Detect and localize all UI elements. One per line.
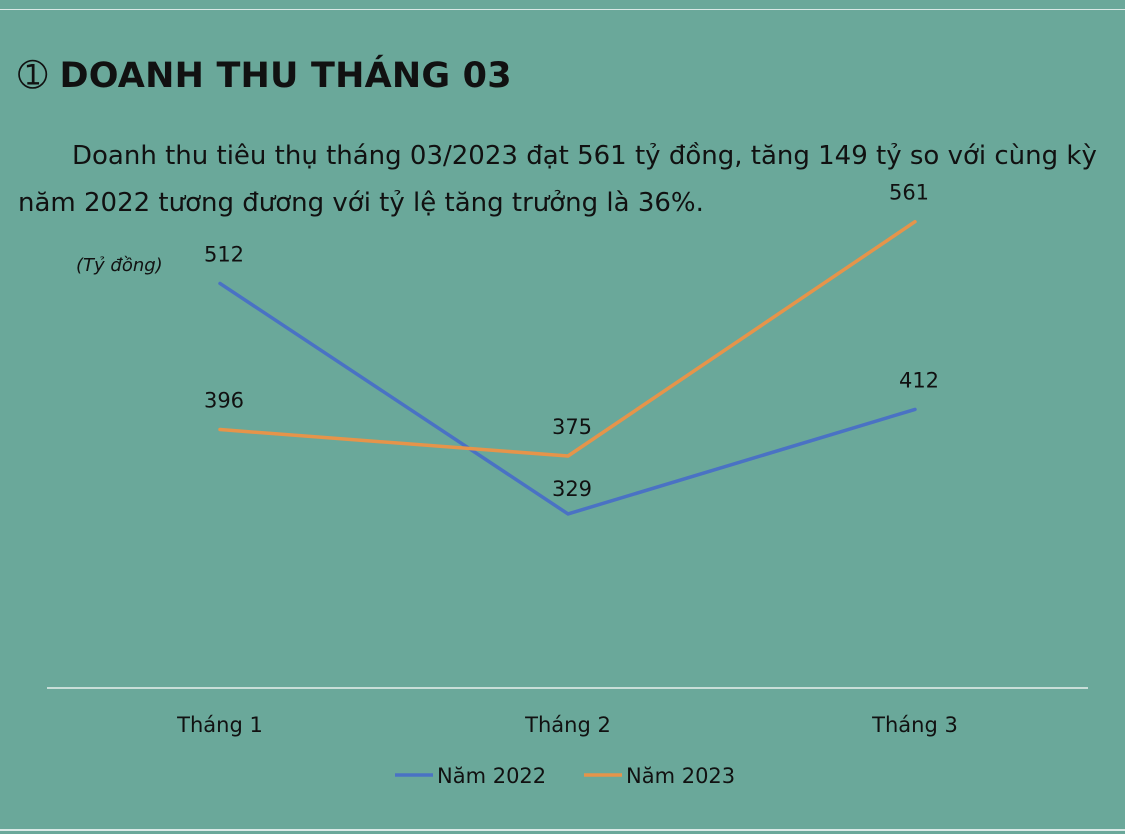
x-tick-label: Tháng 1	[176, 713, 263, 737]
series-layer	[218, 219, 917, 516]
data-label: 329	[552, 477, 592, 501]
x-tick-label: Tháng 2	[524, 713, 611, 737]
data-label-layer: 512 329 412 396 375 561	[204, 181, 939, 501]
legend-label: Năm 2022	[437, 764, 546, 788]
summary-paragraph: Doanh thu tiêu thụ tháng 03/2023 đạt 561…	[18, 141, 1097, 218]
legend: Năm 2022 Năm 2023	[395, 764, 735, 788]
bottom-divider	[0, 829, 1125, 831]
data-label: 412	[899, 368, 939, 392]
data-label: 512	[204, 242, 244, 266]
top-divider	[0, 9, 1125, 10]
unit-label: (Tỷ đồng)	[76, 255, 163, 276]
x-tick-layer: Tháng 1 Tháng 2 Tháng 3	[176, 713, 958, 737]
data-label: 561	[889, 181, 929, 205]
legend-label: Năm 2023	[626, 764, 735, 788]
data-label: 375	[552, 415, 592, 439]
x-tick-label: Tháng 3	[871, 713, 958, 737]
section-title: DOANH THU THÁNG 03	[59, 56, 512, 96]
data-label: 396	[204, 389, 244, 413]
circled-number-marker: ➀	[18, 56, 48, 96]
section-heading: ➀ DOANH THU THÁNG 03	[18, 56, 512, 96]
